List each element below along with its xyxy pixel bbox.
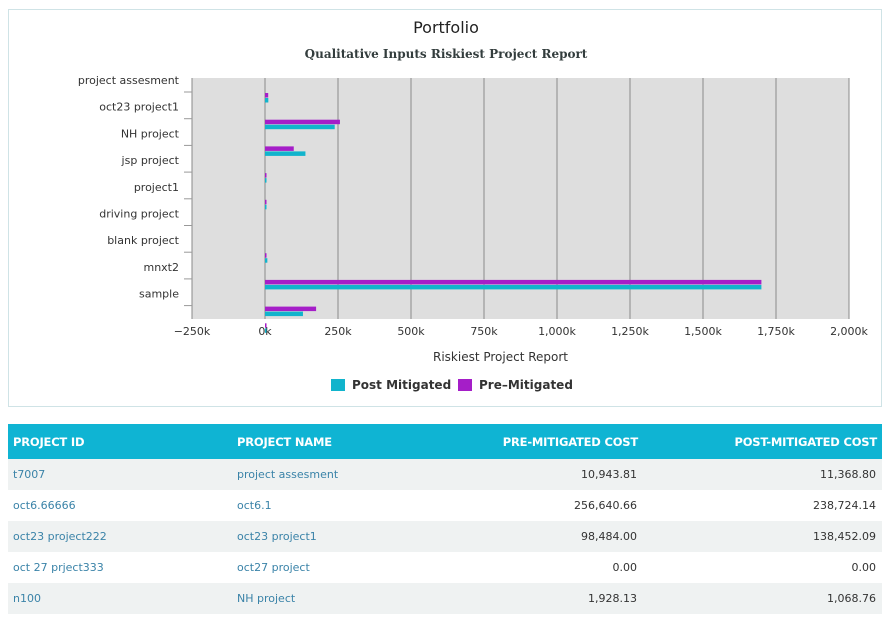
x-tick-label: 1,000k [538, 325, 576, 338]
bar-post-mitigated [265, 178, 267, 183]
x-tick-label: 750k [470, 325, 498, 338]
legend-swatch-post [331, 379, 345, 391]
category-label: jsp project [121, 154, 180, 167]
table-row: oct23 project222 oct23 project1 98,484.0… [8, 521, 882, 552]
table-row: t7007 project assesment 10,943.81 11,368… [8, 459, 882, 490]
post-mitigated-cost: 0.00 [851, 561, 877, 574]
project-id-link[interactable]: n100 [13, 592, 41, 605]
post-mitigated-cost: 238,724.14 [813, 499, 876, 512]
x-tick-label: −250k [174, 325, 211, 338]
pre-mitigated-cost: 98,484.00 [581, 530, 637, 543]
pre-mitigated-cost: 10,943.81 [581, 468, 637, 481]
chart-card: −250k0k250k500k750k1,000k1,250k1,500k1,7… [8, 9, 882, 407]
bar-post-mitigated [265, 258, 268, 263]
bar-post-mitigated [265, 204, 267, 210]
project-id-link[interactable]: oct 27 prject333 [13, 561, 104, 574]
pre-mitigated-cost: 256,640.66 [574, 499, 637, 512]
category-label: NH project [121, 127, 180, 140]
legend-label-post: Post Mitigated [352, 378, 451, 392]
pre-mitigated-cost: 0.00 [612, 561, 638, 574]
legend-label-pre: Pre–Mitigated [479, 378, 573, 392]
x-axis-title: Riskiest Project Report [433, 350, 568, 364]
table-row: oct 27 prject333 oct27 project 0.00 0.00 [8, 552, 882, 583]
post-mitigated-cost: 1,068.76 [827, 592, 876, 605]
x-tick-label: 500k [397, 325, 425, 338]
category-label: sample [139, 288, 179, 301]
category-label: blank project [107, 234, 179, 247]
project-name-link[interactable]: oct27 project [237, 561, 310, 574]
table-header-row: PROJECT ID PROJECT NAME PRE-MITIGATED CO… [8, 424, 882, 459]
legend-swatch-pre [458, 379, 472, 391]
bar-pre-mitigated [265, 173, 267, 178]
bar-pre-mitigated [265, 146, 294, 151]
post-mitigated-cost: 138,452.09 [813, 530, 876, 543]
bar-pre-mitigated [265, 253, 267, 258]
cost-table-container: PROJECT ID PROJECT NAME PRE-MITIGATED CO… [8, 424, 882, 614]
bar-pre-mitigated [265, 279, 762, 285]
chart-subtitle: Qualitative Inputs Riskiest Project Repo… [304, 47, 588, 61]
category-label: driving project [99, 208, 179, 221]
x-tick-label: 1,250k [611, 325, 649, 338]
project-name-link[interactable]: NH project [237, 592, 296, 605]
bar-pre-mitigated [265, 93, 269, 98]
bar-post-mitigated [265, 124, 335, 130]
header-pre-mitigated-cost[interactable]: PRE-MITIGATED COST [502, 434, 638, 449]
post-mitigated-cost: 11,368.80 [820, 468, 876, 481]
bar-trailing [265, 323, 267, 328]
header-project-id[interactable]: PROJECT ID [13, 434, 85, 449]
x-tick-label: 1,750k [757, 325, 795, 338]
chart-title: Portfolio [413, 18, 479, 37]
riskiest-project-chart: −250k0k250k500k750k1,000k1,250k1,500k1,7… [78, 74, 869, 392]
bar-post-mitigated [265, 311, 303, 317]
project-id-link[interactable]: oct6.66666 [13, 499, 76, 512]
project-name-link[interactable]: project assesment [237, 468, 339, 481]
x-tick-label: 1,500k [684, 325, 722, 338]
header-post-mitigated-cost[interactable]: POST-MITIGATED COST [734, 434, 878, 449]
bar-pre-mitigated [265, 199, 267, 205]
category-label: mnxt2 [143, 261, 179, 274]
table-row: n100 NH project 1,928.13 1,068.76 [8, 583, 882, 614]
category-label: project assesment [78, 74, 180, 87]
project-name-link[interactable]: oct23 project1 [237, 530, 317, 543]
category-label: oct23 project1 [99, 101, 179, 114]
x-tick-label: 2,000k [830, 325, 868, 338]
bar-post-mitigated [265, 284, 762, 290]
bar-post-mitigated [265, 151, 306, 156]
pre-mitigated-cost: 1,928.13 [588, 592, 637, 605]
bar-post-mitigated [265, 98, 269, 103]
header-project-name[interactable]: PROJECT NAME [237, 434, 332, 449]
cost-table: PROJECT ID PROJECT NAME PRE-MITIGATED CO… [8, 424, 882, 614]
x-tick-label: 250k [324, 325, 352, 338]
project-id-link[interactable]: t7007 [13, 468, 46, 481]
project-id-link[interactable]: oct23 project222 [13, 530, 107, 543]
bar-pre-mitigated [265, 306, 317, 312]
plot-area [192, 78, 849, 319]
project-name-link[interactable]: oct6.1 [237, 499, 272, 512]
category-label: project1 [134, 181, 179, 194]
table-row: oct6.66666 oct6.1 256,640.66 238,724.14 [8, 490, 882, 521]
bar-pre-mitigated [265, 119, 340, 125]
bar-trailing [265, 328, 267, 333]
